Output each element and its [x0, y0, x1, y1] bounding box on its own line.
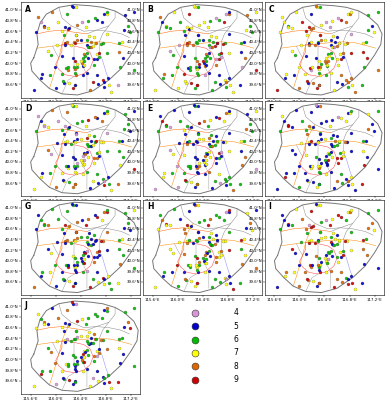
Text: 4: 4	[233, 308, 238, 317]
Text: F: F	[269, 104, 274, 113]
Text: 6: 6	[233, 335, 238, 344]
Text: B: B	[147, 5, 152, 14]
Text: E: E	[147, 104, 152, 113]
Text: I: I	[269, 202, 272, 212]
Text: J: J	[25, 301, 28, 310]
Text: 5: 5	[233, 322, 238, 331]
Text: 9: 9	[233, 375, 238, 384]
Text: 7: 7	[233, 348, 238, 357]
Text: H: H	[147, 202, 153, 212]
Text: G: G	[25, 202, 31, 212]
Text: D: D	[25, 104, 31, 113]
Text: A: A	[25, 5, 31, 14]
Text: C: C	[269, 5, 274, 14]
Text: 8: 8	[233, 362, 238, 371]
